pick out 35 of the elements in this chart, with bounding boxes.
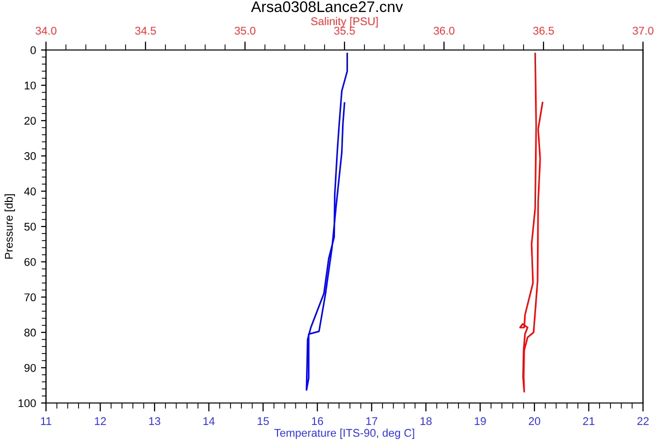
y-tick-label: 10 <box>24 82 36 90</box>
x2-tick-label: 36.0 <box>434 26 454 35</box>
y-tick-label: 100 <box>18 399 36 408</box>
x2-axis-title: Salinity [PSU] <box>311 17 378 28</box>
y-tick-label: 90 <box>24 364 36 372</box>
y-tick-label: 0 <box>30 46 36 54</box>
y-tick-label: 80 <box>24 328 36 337</box>
x-tick-label: 16 <box>312 417 324 426</box>
x-tick-label: 21 <box>583 417 594 425</box>
x2-tick-label: 35.0 <box>234 26 256 35</box>
line-series <box>306 52 348 391</box>
x-tick-label: 13 <box>149 417 160 426</box>
y-axis-title: Pressure [db] <box>4 194 15 259</box>
x-tick-label: 14 <box>203 417 215 425</box>
x2-tick-label: 34.0 <box>36 26 56 35</box>
y-tick-label: 60 <box>24 258 36 266</box>
x-tick-label: 19 <box>474 417 486 426</box>
x-tick-label: 20 <box>528 417 540 426</box>
y-tick-label: 50 <box>24 222 36 231</box>
x-tick-label: 17 <box>366 417 378 425</box>
x-tick-label: 18 <box>420 417 432 426</box>
y-tick-label: 20 <box>24 116 36 125</box>
y-tick-label: 30 <box>24 152 36 160</box>
x-tick-label: 15 <box>258 417 269 426</box>
y-tick-label: 40 <box>24 187 36 196</box>
x-axis-title: Temperature [ITS-90, deg C] <box>274 428 414 439</box>
y-tick-label: 70 <box>24 293 36 302</box>
x2-tick-label: 35.5 <box>334 26 355 35</box>
x2-tick-label: 34.5 <box>135 26 156 35</box>
chart-title: Arsa0308Lance27.cnv <box>251 1 403 12</box>
x-tick-label: 12 <box>94 417 106 425</box>
x-tick-label: 22 <box>637 417 649 425</box>
x2-tick-label: 37.0 <box>632 26 654 35</box>
x-tick-label: 11 <box>41 417 52 425</box>
x2-tick-label: 36.5 <box>533 26 554 35</box>
